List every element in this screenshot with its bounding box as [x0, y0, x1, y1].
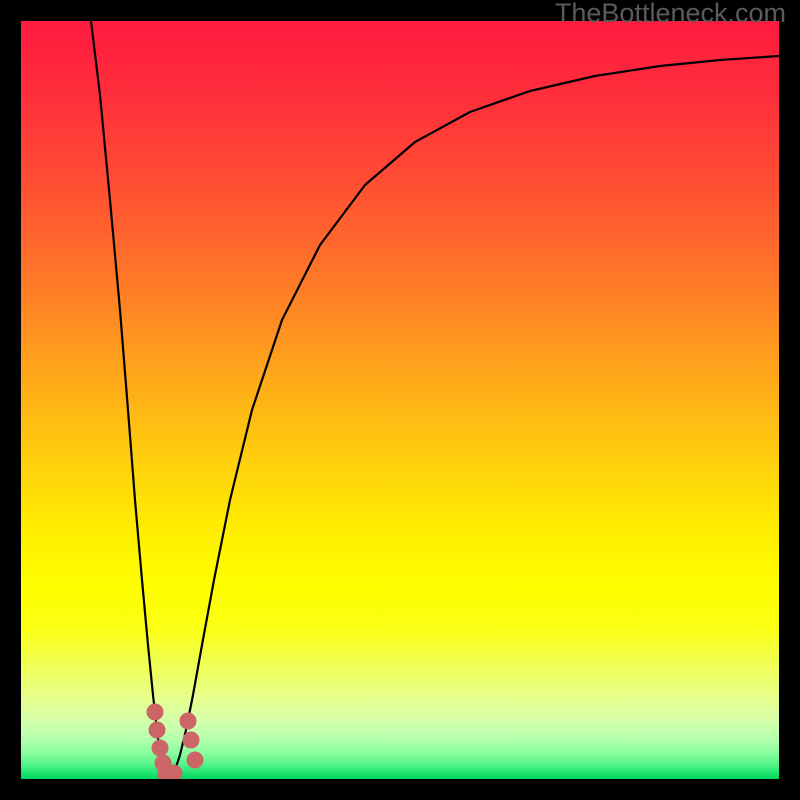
data-marker [187, 752, 203, 768]
curve-overlay [0, 0, 800, 800]
data-marker [152, 740, 168, 756]
data-marker [183, 732, 199, 748]
marker-group [147, 704, 203, 787]
data-marker [166, 765, 182, 781]
watermark-text: TheBottleneck.com [555, 0, 786, 29]
data-marker [147, 704, 163, 720]
bottleneck-curve [91, 21, 779, 779]
data-marker [149, 722, 165, 738]
chart-container: TheBottleneck.com [0, 0, 800, 800]
data-marker [180, 713, 196, 729]
